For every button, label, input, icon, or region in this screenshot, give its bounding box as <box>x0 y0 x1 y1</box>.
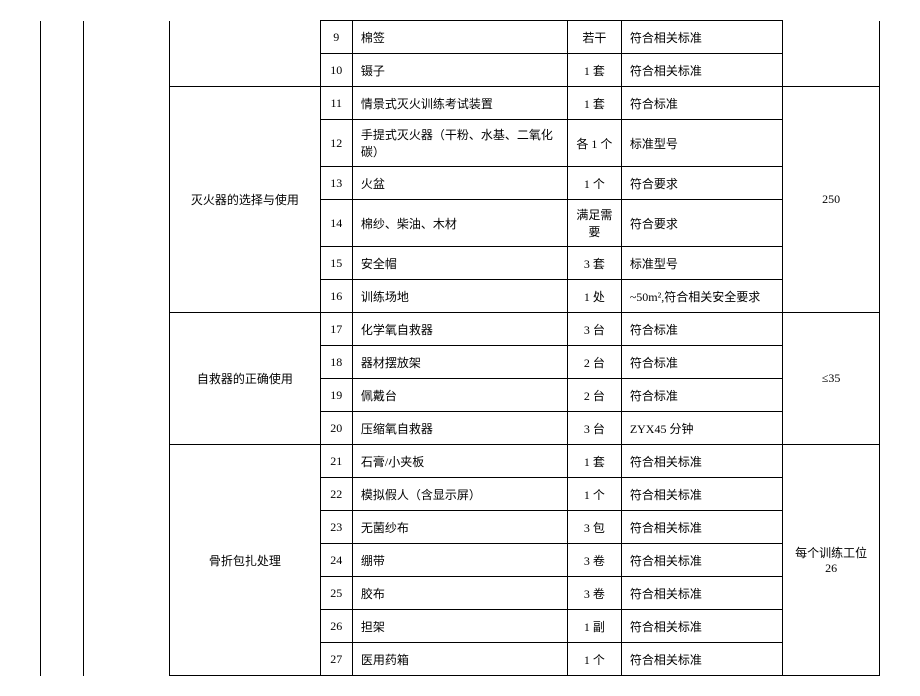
index-cell: 13 <box>320 167 352 200</box>
quantity-cell: 3 卷 <box>568 577 622 610</box>
remark-cell: 符合相关标准 <box>621 544 782 577</box>
quantity-cell: 1 个 <box>568 643 622 676</box>
quantity-cell: 若干 <box>568 21 622 54</box>
item-name-cell: 棉纱、柴油、木材 <box>352 200 567 247</box>
quantity-cell: 各 1 个 <box>568 120 622 167</box>
outer-col-1 <box>41 21 84 676</box>
quantity-cell: 1 处 <box>568 280 622 313</box>
index-cell: 21 <box>320 445 352 478</box>
remark-cell: 符合相关标准 <box>621 445 782 478</box>
index-cell: 19 <box>320 379 352 412</box>
remark-cell: 符合相关标准 <box>621 643 782 676</box>
quantity-cell: 1 副 <box>568 610 622 643</box>
remark-cell: 符合相关标准 <box>621 511 782 544</box>
quantity-cell: 2 台 <box>568 346 622 379</box>
remark-cell: 符合要求 <box>621 167 782 200</box>
index-cell: 16 <box>320 280 352 313</box>
item-name-cell: 情景式灭火训练考试装置 <box>352 87 567 120</box>
index-cell: 23 <box>320 511 352 544</box>
remark-cell: 符合标准 <box>621 346 782 379</box>
index-cell: 27 <box>320 643 352 676</box>
index-cell: 9 <box>320 21 352 54</box>
remark-cell: 符合相关标准 <box>621 478 782 511</box>
quantity-cell: 1 套 <box>568 445 622 478</box>
category-cell: 自救器的正确使用 <box>170 313 321 445</box>
quantity-cell: 满足需要 <box>568 200 622 247</box>
index-cell: 17 <box>320 313 352 346</box>
index-cell: 15 <box>320 247 352 280</box>
item-name-cell: 化学氧自救器 <box>352 313 567 346</box>
index-cell: 24 <box>320 544 352 577</box>
remark-cell: 符合要求 <box>621 200 782 247</box>
remark-cell: 标准型号 <box>621 120 782 167</box>
remark-cell: ~50m²,符合相关安全要求 <box>621 280 782 313</box>
index-cell: 22 <box>320 478 352 511</box>
equipment-table: 9棉签若干符合相关标准10镊子1 套符合相关标准灭火器的选择与使用11情景式灭火… <box>40 20 880 676</box>
item-name-cell: 棉签 <box>352 21 567 54</box>
item-name-cell: 医用药箱 <box>352 643 567 676</box>
value-cell: ≤35 <box>783 313 880 445</box>
remark-cell: 符合相关标准 <box>621 54 782 87</box>
item-name-cell: 压缩氧自救器 <box>352 412 567 445</box>
remark-cell: 标准型号 <box>621 247 782 280</box>
remark-cell: 符合相关标准 <box>621 610 782 643</box>
value-cell: 每个训练工位 26 <box>783 445 880 676</box>
quantity-cell: 3 台 <box>568 412 622 445</box>
index-cell: 10 <box>320 54 352 87</box>
index-cell: 14 <box>320 200 352 247</box>
remark-cell: 符合相关标准 <box>621 577 782 610</box>
index-cell: 18 <box>320 346 352 379</box>
item-name-cell: 镊子 <box>352 54 567 87</box>
item-name-cell: 佩戴台 <box>352 379 567 412</box>
remark-cell: 符合标准 <box>621 87 782 120</box>
item-name-cell: 训练场地 <box>352 280 567 313</box>
index-cell: 20 <box>320 412 352 445</box>
remark-cell: 符合相关标准 <box>621 21 782 54</box>
item-name-cell: 担架 <box>352 610 567 643</box>
quantity-cell: 3 包 <box>568 511 622 544</box>
quantity-cell: 2 台 <box>568 379 622 412</box>
outer-col-2 <box>84 21 170 676</box>
value-cell: 250 <box>783 87 880 313</box>
index-cell: 11 <box>320 87 352 120</box>
item-name-cell: 绷带 <box>352 544 567 577</box>
category-cell: 骨折包扎处理 <box>170 445 321 676</box>
item-name-cell: 石膏/小夹板 <box>352 445 567 478</box>
item-name-cell: 火盆 <box>352 167 567 200</box>
category-cell: 灭火器的选择与使用 <box>170 87 321 313</box>
quantity-cell: 3 卷 <box>568 544 622 577</box>
quantity-cell: 1 个 <box>568 478 622 511</box>
quantity-cell: 3 套 <box>568 247 622 280</box>
quantity-cell: 1 套 <box>568 54 622 87</box>
remark-cell: 符合标准 <box>621 313 782 346</box>
table-row: 9棉签若干符合相关标准 <box>41 21 880 54</box>
remark-cell: ZYX45 分钟 <box>621 412 782 445</box>
item-name-cell: 器材摆放架 <box>352 346 567 379</box>
item-name-cell: 无菌纱布 <box>352 511 567 544</box>
item-name-cell: 手提式灭火器（干粉、水基、二氧化碳） <box>352 120 567 167</box>
item-name-cell: 安全帽 <box>352 247 567 280</box>
quantity-cell: 1 个 <box>568 167 622 200</box>
item-name-cell: 胶布 <box>352 577 567 610</box>
remark-cell: 符合标准 <box>621 379 782 412</box>
category-cell <box>170 21 321 87</box>
index-cell: 12 <box>320 120 352 167</box>
index-cell: 26 <box>320 610 352 643</box>
index-cell: 25 <box>320 577 352 610</box>
quantity-cell: 1 套 <box>568 87 622 120</box>
value-cell <box>783 21 880 87</box>
item-name-cell: 模拟假人（含显示屏） <box>352 478 567 511</box>
quantity-cell: 3 台 <box>568 313 622 346</box>
